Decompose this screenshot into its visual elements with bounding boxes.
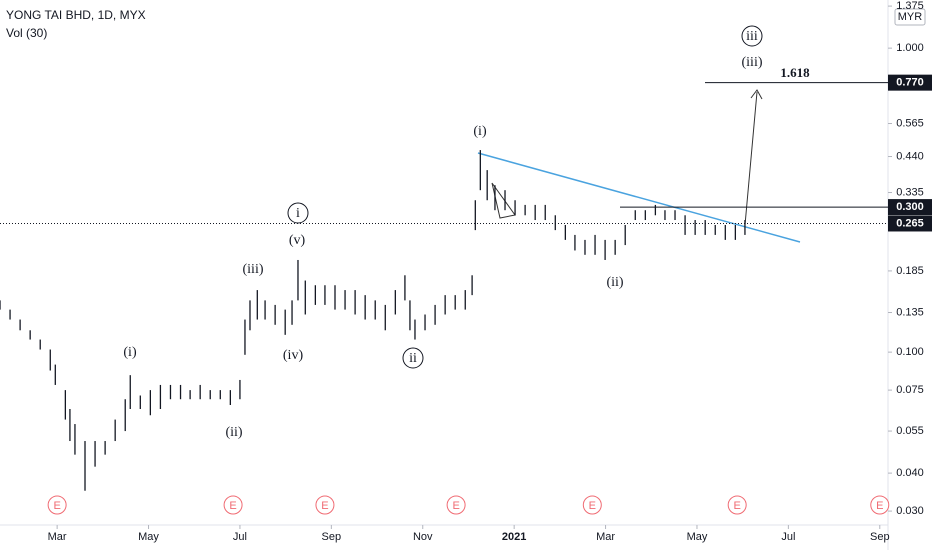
y-tick-label: 0.440 <box>896 150 924 162</box>
wave-label: (i) <box>123 345 137 360</box>
wave-label: (i) <box>473 124 487 139</box>
earnings-marker <box>582 495 602 515</box>
trend-line <box>477 152 801 243</box>
wave-label: (iv) <box>283 348 304 363</box>
y-tick-label: 0.135 <box>896 306 924 318</box>
x-tick-label: Sep <box>322 531 342 543</box>
wave-label: (iii) <box>742 55 763 70</box>
earnings-marker <box>727 495 747 515</box>
wave-label: (v) <box>289 233 306 248</box>
earnings-marker <box>223 495 243 515</box>
earnings-label: E <box>452 500 459 512</box>
y-tick-label: 0.055 <box>896 425 924 437</box>
earnings-label: E <box>876 500 883 512</box>
y-tick-label: 0.185 <box>896 265 924 277</box>
chart-title: YONG TAI BHD, 1D, MYX <box>6 8 146 22</box>
wave-label: ii <box>409 351 417 366</box>
wave-label: (iii) <box>243 262 264 277</box>
x-tick-label: Mar <box>48 531 67 543</box>
arrow <box>744 89 763 226</box>
wave-circle <box>287 202 309 224</box>
triangle <box>491 182 516 219</box>
currency-box <box>894 8 926 26</box>
x-tick-label: May <box>687 531 708 543</box>
wave-label: iii <box>746 29 758 44</box>
earnings-label: E <box>589 500 596 512</box>
price-level-label: 0.300 <box>896 201 924 213</box>
x-tick-label: May <box>138 531 159 543</box>
price-level-label: 0.265 <box>896 217 924 229</box>
y-tick-label: 1.000 <box>896 42 924 54</box>
wave-label: (ii) <box>225 425 242 440</box>
x-tick-label: 2021 <box>502 531 526 543</box>
x-tick-label: Mar <box>596 531 615 543</box>
currency: MYR <box>898 11 923 23</box>
y-tick-label: 0.335 <box>896 186 924 198</box>
earnings-label: E <box>734 500 741 512</box>
x-tick-label: Sep <box>870 531 890 543</box>
y-tick-label: 0.030 <box>896 505 924 517</box>
volume-label: Vol (30) <box>6 26 47 40</box>
y-tick-label: 0.075 <box>896 384 924 396</box>
y-tick-label: 1.375 <box>896 0 924 12</box>
earnings-marker <box>870 495 890 515</box>
earnings-marker <box>446 495 466 515</box>
earnings-label: E <box>321 500 328 512</box>
wave-circle <box>402 347 424 369</box>
x-tick-label: Nov <box>413 531 433 543</box>
earnings-label: E <box>229 500 236 512</box>
wave-label: i <box>296 206 300 221</box>
x-tick-label: Jul <box>781 531 795 543</box>
wave-label: (ii) <box>606 275 623 290</box>
x-tick-label: Jul <box>233 531 247 543</box>
price-level-box <box>888 199 932 216</box>
price-level-box <box>888 74 932 91</box>
earnings-marker <box>315 495 335 515</box>
y-tick-label: 0.565 <box>896 117 924 129</box>
price-level-label: 0.770 <box>896 77 924 89</box>
earnings-marker <box>47 495 67 515</box>
wave-circle <box>741 25 763 47</box>
y-tick-label: 0.100 <box>896 346 924 358</box>
earnings-label: E <box>53 500 60 512</box>
y-tick-label: 0.040 <box>896 467 924 479</box>
price-level-box <box>888 215 932 232</box>
wave-label: 1.618 <box>780 65 810 80</box>
